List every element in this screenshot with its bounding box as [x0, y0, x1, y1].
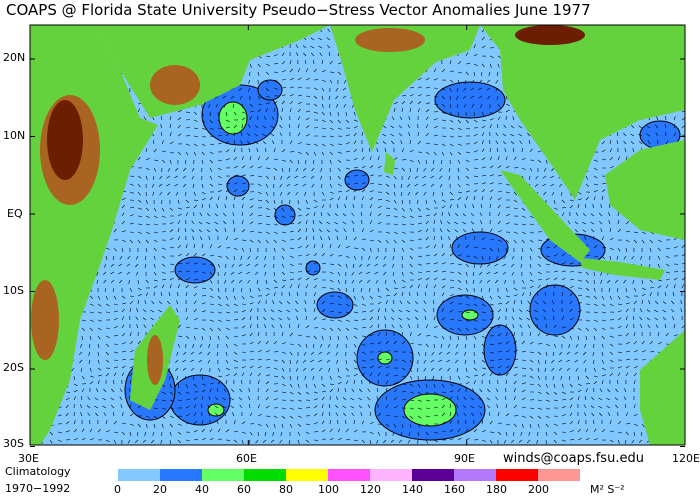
land-masses — [30, 25, 685, 445]
figure-title: COAPS @ Florida State University Pseudo−… — [6, 1, 591, 19]
map-frame — [29, 24, 686, 446]
anomaly-40-60-region — [207, 403, 225, 417]
anomaly-40-60-region — [377, 351, 393, 365]
anomaly-20-40-region — [344, 169, 370, 191]
legend-label: 180 — [486, 483, 507, 496]
credit-email: winds@coaps.fsu.edu — [503, 451, 644, 466]
legend-label: 100 — [318, 483, 339, 496]
lon-label-60e: 60E — [236, 452, 257, 465]
lat-label-10s: 10S — [3, 284, 24, 297]
africa-highland — [31, 280, 59, 360]
legend-label: 80 — [279, 483, 293, 496]
legend-units: M² S⁻² — [590, 483, 625, 496]
lat-label-20s: 20S — [3, 361, 24, 374]
climatology-years: 1970−1992 — [5, 482, 71, 495]
anomaly-40-60-region — [218, 101, 248, 135]
anomaly-40-60-region — [461, 309, 479, 321]
anomaly-20-40-region — [434, 81, 506, 119]
southeast-asia — [480, 25, 685, 200]
legend-swatch — [160, 469, 202, 481]
australia — [640, 330, 685, 445]
lat-label-10n: 10N — [3, 129, 26, 142]
anomaly-20-40-region — [274, 204, 296, 226]
legend-label: 120 — [360, 483, 381, 496]
africa-highland — [47, 100, 83, 180]
legend-swatch — [244, 469, 286, 481]
anomaly-contours — [124, 79, 681, 441]
java — [580, 258, 665, 280]
india — [330, 25, 480, 152]
sri-lanka — [384, 152, 395, 175]
southeast-asia-highland — [515, 25, 585, 45]
lat-label-eq: EQ — [7, 207, 23, 220]
legend-swatch — [454, 469, 496, 481]
anomaly-20-40-region — [257, 79, 283, 101]
legend-swatch — [286, 469, 328, 481]
legend-swatch — [538, 469, 580, 481]
legend-swatch — [412, 469, 454, 481]
legend-label: 40 — [195, 483, 209, 496]
lon-label-30e: 30E — [18, 452, 39, 465]
anomaly-20-40-region — [226, 175, 250, 197]
legend-label: 200 — [528, 483, 549, 496]
legend-label: 20 — [153, 483, 167, 496]
axis-ticks — [29, 25, 686, 447]
sumatra — [500, 170, 590, 262]
madagascar-highland — [147, 335, 163, 385]
legend-swatch — [496, 469, 538, 481]
climatology-label: Climatology — [5, 465, 71, 478]
arabia-highland — [150, 65, 200, 105]
anomaly-20-40-region — [174, 256, 216, 284]
legend-label: 140 — [402, 483, 423, 496]
india-highland — [355, 28, 425, 52]
legend-swatch — [202, 469, 244, 481]
color-legend — [118, 469, 580, 481]
anomaly-40-60-region — [403, 393, 457, 427]
legend-swatch — [118, 469, 160, 481]
legend-label: 60 — [237, 483, 251, 496]
lon-label-120e: 120E — [672, 452, 700, 465]
lat-label-30s: 30S — [3, 437, 24, 450]
lon-label-90e: 90E — [454, 452, 475, 465]
legend-label: 160 — [444, 483, 465, 496]
lat-label-20n: 20N — [3, 51, 26, 64]
anomaly-20-40-region — [483, 324, 517, 376]
legend-label: 0 — [114, 483, 121, 496]
legend-swatch — [370, 469, 412, 481]
anomaly-20-40-region — [451, 231, 509, 265]
borneo — [605, 140, 685, 240]
legend-swatch — [328, 469, 370, 481]
anomaly-20-40-region — [316, 291, 354, 319]
